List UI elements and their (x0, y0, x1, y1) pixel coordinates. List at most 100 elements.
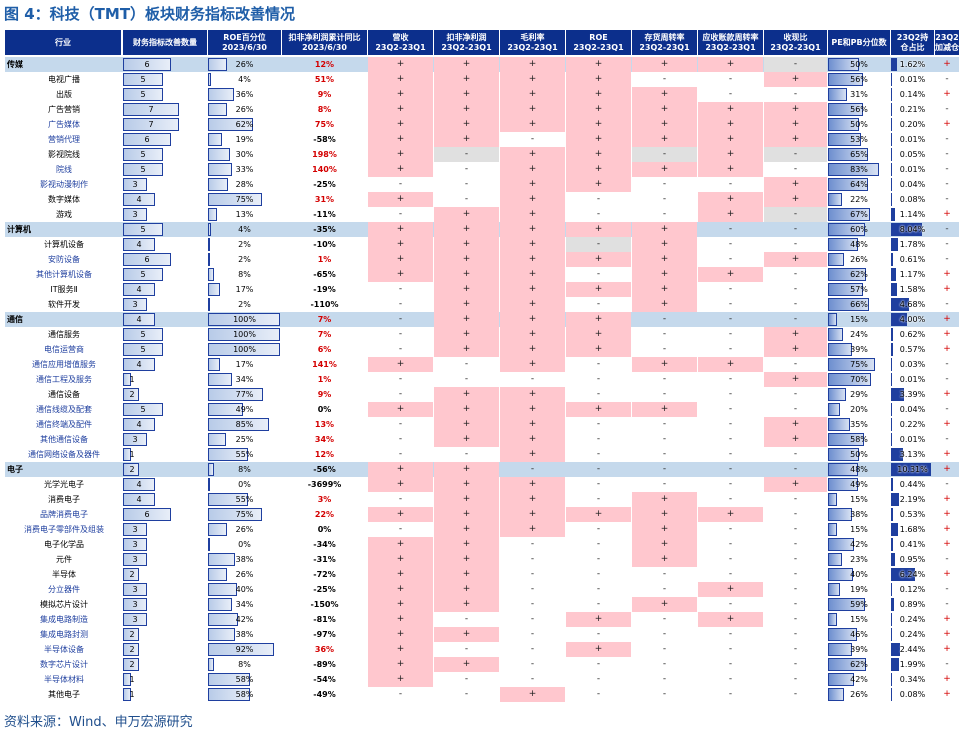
indicator-change-cell: - (728, 659, 733, 669)
sector-row: 通信 4 100% 7% - + + + - - -15% 4.00% + (5, 312, 959, 327)
pe-pb-value: 15% (850, 315, 868, 324)
table-row: 通信网络设备及器件 1 55% 12% - - + - - - - 50% 3.13% + (5, 447, 959, 462)
count-value: 3 (132, 210, 138, 219)
roe-percentile-bar (208, 103, 227, 116)
indicator-change-cell: - (793, 554, 798, 564)
roe-percentile-value: 75% (235, 510, 254, 519)
indicator-change-cell: - (728, 674, 733, 684)
indicator-change-cell: - (793, 89, 798, 99)
pe-pb-bar (828, 673, 854, 686)
indicator-change-cell: + (434, 132, 499, 147)
indicator-change-cell: + (500, 477, 565, 492)
pe-pb-value: 42% (850, 675, 868, 684)
indicator-change-cell: - (764, 57, 827, 72)
indicator-change-cell: + (368, 102, 433, 117)
count-value: 3 (132, 525, 138, 534)
indicator-change-cell: + (566, 162, 631, 177)
indicator-change-cell: + (698, 582, 763, 597)
indicator-change-cell: + (368, 657, 433, 672)
indicator-change-cell: + (632, 492, 697, 507)
indicator-change-cell: + (500, 162, 565, 177)
indicator-change-cell: + (632, 267, 697, 282)
holding-value: 0.08% (899, 690, 926, 699)
header-kf-profit: 扣非净利润 23Q2-23Q1 (434, 30, 499, 55)
indicator-change-cell: + (434, 282, 499, 297)
table-row: 品牌消费电子 6 75% 22% + + + + + + -38% 0.53% + (5, 507, 959, 522)
indicator-change-cell: + (434, 297, 499, 312)
count-bar (123, 58, 171, 71)
indicator-change-cell: + (500, 282, 565, 297)
indicator-change-cell: - (793, 359, 798, 369)
add-reduce-sign: - (945, 134, 949, 144)
roe-percentile-bar (208, 568, 227, 581)
roe-percentile-value: 42% (235, 615, 254, 624)
indicator-change-cell: + (434, 267, 499, 282)
pe-pb-bar (828, 448, 859, 461)
indicator-change-cell: + (698, 117, 763, 132)
pe-pb-value: 49% (850, 480, 868, 489)
indicator-change-cell: - (793, 509, 798, 519)
indicator-change-cell: + (368, 162, 433, 177)
indicator-change-cell: + (698, 57, 763, 72)
holding-value: 10.31% (897, 465, 928, 474)
holding-value: 0.01% (899, 75, 926, 84)
indicator-change-cell: + (500, 87, 565, 102)
count-bar (123, 268, 163, 281)
pe-pb-value: 19% (850, 585, 868, 594)
add-reduce-sign: + (943, 449, 951, 459)
count-bar (123, 613, 147, 626)
indicator-change-cell: + (434, 252, 499, 267)
indicator-change-cell: - (398, 524, 403, 534)
roe-percentile-value: 49% (235, 405, 254, 414)
count-value: 5 (140, 150, 146, 159)
holding-value: 2.19% (899, 495, 926, 504)
roe-percentile-value: 85% (235, 420, 254, 429)
holding-bar (891, 328, 893, 341)
roe-percentile-bar (208, 433, 226, 446)
indicator-change-cell: - (596, 599, 601, 609)
indicator-change-cell: + (434, 102, 499, 117)
count-value: 3 (132, 555, 138, 564)
holding-value: 4.68% (899, 300, 926, 309)
table-row: 集成电路封测 2 38% -97% + + - - - - -46% 0.24% + (5, 627, 959, 642)
roe-percentile-bar (208, 268, 214, 281)
indicator-change-cell: + (368, 582, 433, 597)
count-value: 1 (129, 675, 135, 684)
net-profit-yoy: -11% (313, 210, 336, 219)
indicator-change-cell: + (500, 387, 565, 402)
net-profit-yoy: 31% (314, 195, 335, 204)
roe-percentile-value: 30% (235, 150, 254, 159)
indicator-change-cell: - (793, 449, 798, 459)
pe-pb-bar (828, 283, 863, 296)
count-value: 2 (129, 465, 135, 474)
pe-pb-value: 66% (850, 300, 868, 309)
indicator-change-cell: - (464, 374, 469, 384)
pe-pb-bar (828, 73, 863, 86)
holding-bar (891, 73, 892, 86)
count-value: 3 (132, 180, 138, 189)
count-bar (123, 523, 147, 536)
pe-pb-value: 31% (850, 90, 868, 99)
count-bar (123, 118, 179, 131)
count-value: 2 (129, 570, 135, 579)
roe-percentile-bar (208, 658, 214, 671)
indicator-change-cell: - (728, 374, 733, 384)
indicator-change-cell: + (434, 72, 499, 87)
indicator-change-cell: - (530, 569, 535, 579)
header-industry: 行业 (5, 30, 121, 55)
indicator-change-cell: - (793, 524, 798, 534)
count-bar (123, 208, 147, 221)
holding-bar (891, 103, 892, 116)
indicator-change-cell: + (434, 387, 499, 402)
count-bar (123, 253, 171, 266)
indicator-change-cell: + (434, 552, 499, 567)
industry-name: 通信设备 (48, 390, 80, 399)
roe-percentile-bar (208, 523, 227, 536)
indicator-change-cell: - (464, 449, 469, 459)
holding-value: 0.24% (899, 630, 926, 639)
roe-percentile-value: 2% (238, 255, 251, 264)
indicator-change-cell: + (632, 597, 697, 612)
roe-percentile-value: 8% (238, 465, 251, 474)
indicator-change-cell: + (698, 132, 763, 147)
indicator-change-cell: - (662, 629, 667, 639)
